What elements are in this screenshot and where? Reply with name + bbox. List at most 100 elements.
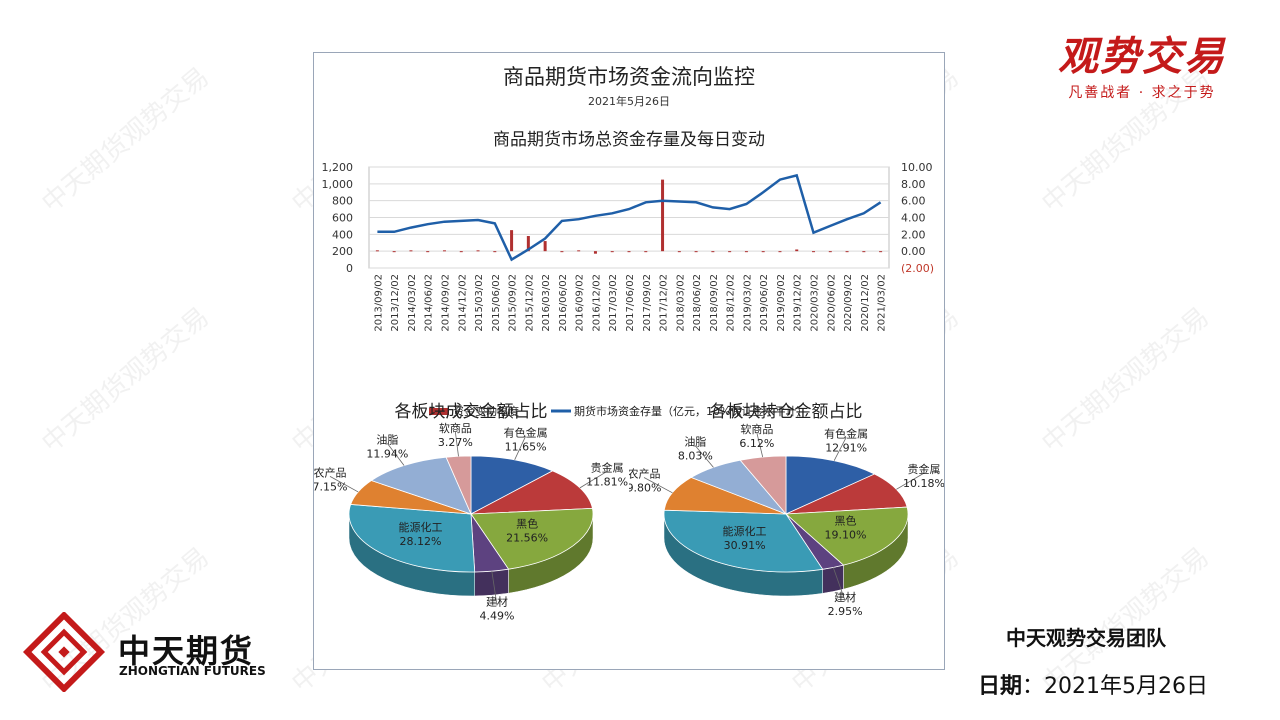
pie-title: 各板块成交金额占比 bbox=[395, 402, 548, 422]
change-bar bbox=[375, 250, 379, 252]
pie-slice-label: 贵金属 bbox=[591, 460, 624, 474]
change-bar bbox=[627, 251, 631, 253]
pie-leader-line bbox=[514, 436, 526, 461]
y-right-tick-label: 6.00 bbox=[901, 195, 926, 208]
y-left-tick-label: 1,200 bbox=[322, 161, 354, 174]
change-bar bbox=[862, 251, 866, 253]
pie-leader-line bbox=[454, 431, 459, 457]
pie-leader-line bbox=[491, 571, 498, 606]
change-bar bbox=[778, 251, 782, 253]
change-bar bbox=[661, 179, 665, 252]
x-tick-label: 2019/09/02 bbox=[776, 274, 787, 332]
x-tick-label: 2018/09/02 bbox=[709, 274, 720, 332]
date-value: 2021年5月26日 bbox=[1044, 674, 1209, 699]
pie-slice-value: 19.10% bbox=[825, 529, 867, 542]
y-left-tick-label: 200 bbox=[332, 245, 353, 258]
pie-slice-label: 能源化工 bbox=[723, 524, 767, 538]
x-tick-label: 2019/06/02 bbox=[759, 274, 770, 332]
x-tick-label: 2015/12/02 bbox=[524, 274, 535, 332]
y-left-tick-label: 1,000 bbox=[322, 178, 354, 191]
panel-title: 商品期货市场资金流向监控 bbox=[503, 65, 755, 89]
watermark-text: 中天期货观势交易 bbox=[1036, 302, 1215, 459]
change-bar bbox=[812, 251, 816, 253]
pie-slice-label: 农产品 bbox=[314, 465, 346, 479]
chart-panel: 商品期货市场资金流向监控 2021年5月26日 商品期货市场总资金存量及每日变动… bbox=[313, 52, 945, 670]
x-tick-label: 2014/09/02 bbox=[440, 274, 451, 332]
change-bar bbox=[610, 251, 614, 253]
x-tick-label: 2017/03/02 bbox=[608, 274, 619, 332]
pie-slice-side bbox=[822, 564, 844, 594]
company-logo-icon bbox=[22, 612, 106, 692]
pie-leader-line bbox=[329, 476, 359, 493]
pie-slice-value: 6.12% bbox=[739, 437, 774, 450]
company-logo: 中天期货 ZHONGTIAN FUTURES bbox=[22, 612, 272, 692]
y-right-tick-label: 2.00 bbox=[901, 228, 926, 241]
x-tick-label: 2015/06/02 bbox=[491, 274, 502, 332]
y-right-tick-label: (2.00) bbox=[901, 262, 934, 275]
date-separator: ： bbox=[1022, 674, 1045, 699]
change-bar bbox=[879, 251, 883, 253]
x-tick-label: 2020/03/02 bbox=[810, 274, 821, 332]
change-bar bbox=[761, 251, 765, 253]
company-name-en: ZHONGTIAN FUTURES bbox=[119, 664, 266, 678]
pie-slice-label: 软商品 bbox=[439, 421, 472, 435]
date-label: 日期 bbox=[978, 674, 1023, 699]
brand-slogan: 凡善战者 · 求之于势 bbox=[1068, 85, 1216, 101]
stock-line bbox=[377, 173, 882, 262]
change-bar bbox=[644, 251, 648, 253]
pie-slice-value: 4.49% bbox=[480, 609, 515, 622]
x-tick-label: 2015/03/02 bbox=[474, 274, 485, 332]
change-bar bbox=[392, 251, 396, 253]
x-tick-label: 2016/12/02 bbox=[591, 274, 602, 332]
company-name-cn: 中天期货 bbox=[118, 632, 255, 670]
pie-slice-value: 21.56% bbox=[506, 532, 548, 545]
x-tick-label: 2017/12/02 bbox=[659, 274, 670, 332]
pie-slice bbox=[785, 455, 876, 515]
pie-slice-label: 黑色 bbox=[835, 514, 857, 528]
x-tick-label: 2016/09/02 bbox=[575, 274, 586, 332]
x-tick-label: 2019/12/02 bbox=[793, 274, 804, 332]
y-right-tick-label: 4.00 bbox=[901, 212, 926, 225]
pie-slice-value: 11.94% bbox=[366, 447, 408, 460]
pie-slice-value: 7.15% bbox=[314, 480, 347, 493]
x-tick-label: 2014/12/02 bbox=[457, 274, 468, 332]
change-bar bbox=[476, 250, 480, 252]
pie-slice-value: 12.91% bbox=[825, 441, 867, 454]
change-bar bbox=[560, 251, 564, 253]
y-left-tick-label: 0 bbox=[346, 262, 353, 275]
legend-swatch-change bbox=[429, 408, 449, 415]
pie-slice bbox=[785, 473, 908, 515]
x-tick-label: 2016/06/02 bbox=[558, 274, 569, 332]
watermark-text: 中天期货观势交易 bbox=[36, 62, 215, 219]
pie-slice-label: 能源化工 bbox=[398, 520, 442, 534]
x-tick-label: 2014/03/02 bbox=[407, 274, 418, 332]
pie-slice-value: 10.18% bbox=[903, 477, 944, 490]
brand-title: 观势交易 bbox=[1058, 33, 1226, 80]
x-tick-label: 2014/06/02 bbox=[424, 274, 435, 332]
pie-slice-value: 11.65% bbox=[505, 440, 547, 453]
pie-leader-line bbox=[643, 477, 673, 494]
change-bar bbox=[677, 251, 681, 253]
change-bar bbox=[493, 251, 497, 253]
change-bar bbox=[694, 251, 698, 253]
legend-label-change: 资金变动幅度 bbox=[453, 404, 519, 418]
pie-title: 各板块持仓金额占比 bbox=[710, 402, 863, 422]
change-bar bbox=[845, 251, 849, 253]
change-bar bbox=[795, 249, 799, 252]
pie-slice-value: 30.91% bbox=[724, 539, 766, 552]
footer-date: 日期：2021年5月26日 bbox=[978, 668, 1208, 700]
pie-slice bbox=[348, 504, 476, 573]
pie-slice-value: 11.81% bbox=[586, 475, 628, 488]
pie-slice bbox=[663, 477, 787, 515]
pie-slice-label: 建材 bbox=[486, 594, 508, 608]
pie-slice bbox=[470, 507, 594, 570]
pie-slice-label: 贵金属 bbox=[907, 462, 940, 476]
pie-slice-value: 9.80% bbox=[629, 482, 662, 495]
line-chart: 0 200 400 600 800 1,000 1,200 (2.00) 0.00 2.00 4.0… bbox=[322, 161, 935, 418]
pie-leader-line bbox=[579, 470, 608, 489]
x-tick-label: 2018/12/02 bbox=[726, 274, 737, 332]
pie-slice-value: 8.03% bbox=[678, 450, 713, 463]
pie-leader-line bbox=[896, 472, 925, 490]
change-bar bbox=[593, 251, 597, 254]
